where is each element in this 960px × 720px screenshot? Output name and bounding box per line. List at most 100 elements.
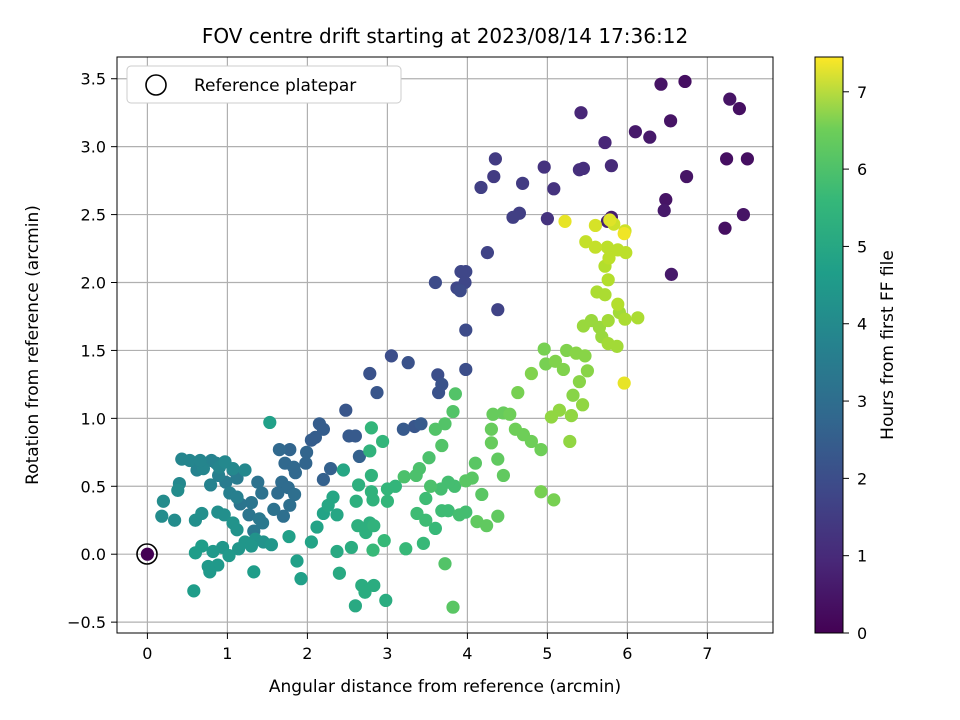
data-point: [256, 516, 270, 530]
data-point: [168, 513, 182, 527]
data-point: [604, 159, 619, 173]
y-tick-label: 1.0: [81, 409, 106, 428]
data-point: [459, 362, 473, 377]
scatter-points: [140, 74, 755, 614]
data-point: [588, 240, 603, 254]
data-point: [563, 434, 577, 449]
data-point: [363, 366, 377, 381]
data-point: [363, 444, 377, 458]
data-point: [556, 362, 571, 377]
colorbar-tick-label: 5: [857, 237, 867, 256]
data-point: [419, 491, 433, 506]
data-point: [348, 429, 362, 443]
y-tick-label: 1.5: [81, 341, 106, 360]
data-point: [524, 366, 539, 381]
data-point: [610, 339, 624, 353]
data-point: [537, 342, 551, 356]
x-tick-label: 2: [302, 644, 312, 663]
data-point: [379, 593, 393, 607]
data-point: [367, 519, 381, 533]
data-point: [534, 485, 548, 499]
x-tick-label: 3: [382, 644, 392, 663]
data-point: [283, 498, 297, 512]
data-point: [206, 544, 220, 559]
y-tick-label: 2.5: [81, 206, 106, 225]
data-point: [602, 251, 616, 265]
data-point: [316, 472, 330, 487]
data-point: [491, 452, 505, 466]
data-point: [588, 218, 603, 233]
x-axis-ticks: 0 1 2 3 4 5 6 7: [142, 633, 712, 663]
data-point: [558, 214, 572, 228]
data-point: [377, 534, 391, 548]
data-point: [720, 152, 734, 166]
data-point: [283, 443, 297, 457]
data-point: [601, 273, 615, 287]
data-point: [330, 508, 344, 522]
data-point: [446, 404, 460, 419]
data-point: [448, 387, 462, 401]
data-point: [195, 506, 209, 521]
data-point: [576, 398, 590, 412]
y-tick-label: −0.5: [67, 613, 106, 632]
data-point: [480, 519, 494, 533]
data-point: [380, 482, 394, 496]
data-point: [654, 77, 668, 91]
data-point: [264, 538, 278, 552]
colorbar-label: Hours from first FF file: [878, 250, 898, 440]
data-point: [412, 462, 426, 476]
data-point: [183, 453, 197, 468]
data-point: [598, 288, 612, 302]
data-point: [475, 487, 489, 502]
colorbar: 0 1 2 3 4 5 6 7 Hours from first FF file: [814, 56, 898, 643]
reference-point: [140, 547, 154, 561]
data-point: [339, 403, 353, 417]
data-point: [441, 504, 455, 518]
data-point: [419, 513, 433, 527]
data-point: [366, 543, 380, 557]
data-point: [438, 417, 452, 431]
colorbar-gradient: [814, 56, 844, 634]
data-point: [156, 494, 170, 508]
y-tick-label: 0.0: [81, 545, 106, 564]
data-point: [287, 460, 301, 474]
data-point: [480, 246, 494, 260]
data-point: [617, 376, 631, 390]
data-point: [222, 548, 236, 563]
plot-frame: [116, 56, 774, 634]
data-point: [564, 409, 579, 423]
data-point: [326, 490, 340, 504]
data-point: [324, 462, 338, 476]
data-point: [255, 486, 269, 500]
data-point: [282, 529, 296, 544]
x-tick-label: 1: [222, 644, 232, 663]
legend: Reference platepar: [126, 65, 402, 104]
data-point: [524, 434, 539, 449]
data-point: [603, 213, 617, 227]
data-point: [537, 160, 551, 174]
data-point: [230, 523, 244, 537]
data-point: [276, 509, 290, 523]
data-point: [491, 509, 505, 523]
data-point: [349, 494, 363, 508]
data-point: [534, 443, 548, 457]
data-point: [188, 546, 202, 560]
data-point: [300, 445, 314, 459]
data-point: [414, 417, 428, 431]
data-point: [251, 475, 265, 489]
data-point: [547, 182, 561, 196]
data-point: [247, 565, 261, 579]
data-point: [453, 284, 467, 298]
data-point: [304, 433, 318, 447]
data-point: [155, 509, 169, 523]
data-point: [503, 407, 517, 421]
data-point: [217, 508, 231, 522]
colorbar-tick-label: 3: [857, 392, 867, 411]
y-tick-label: 2.0: [81, 274, 106, 293]
data-point: [294, 572, 308, 586]
data-point: [171, 483, 185, 497]
colorbar-tick-label: 6: [857, 160, 867, 179]
data-point: [732, 102, 747, 116]
data-point: [434, 482, 448, 496]
